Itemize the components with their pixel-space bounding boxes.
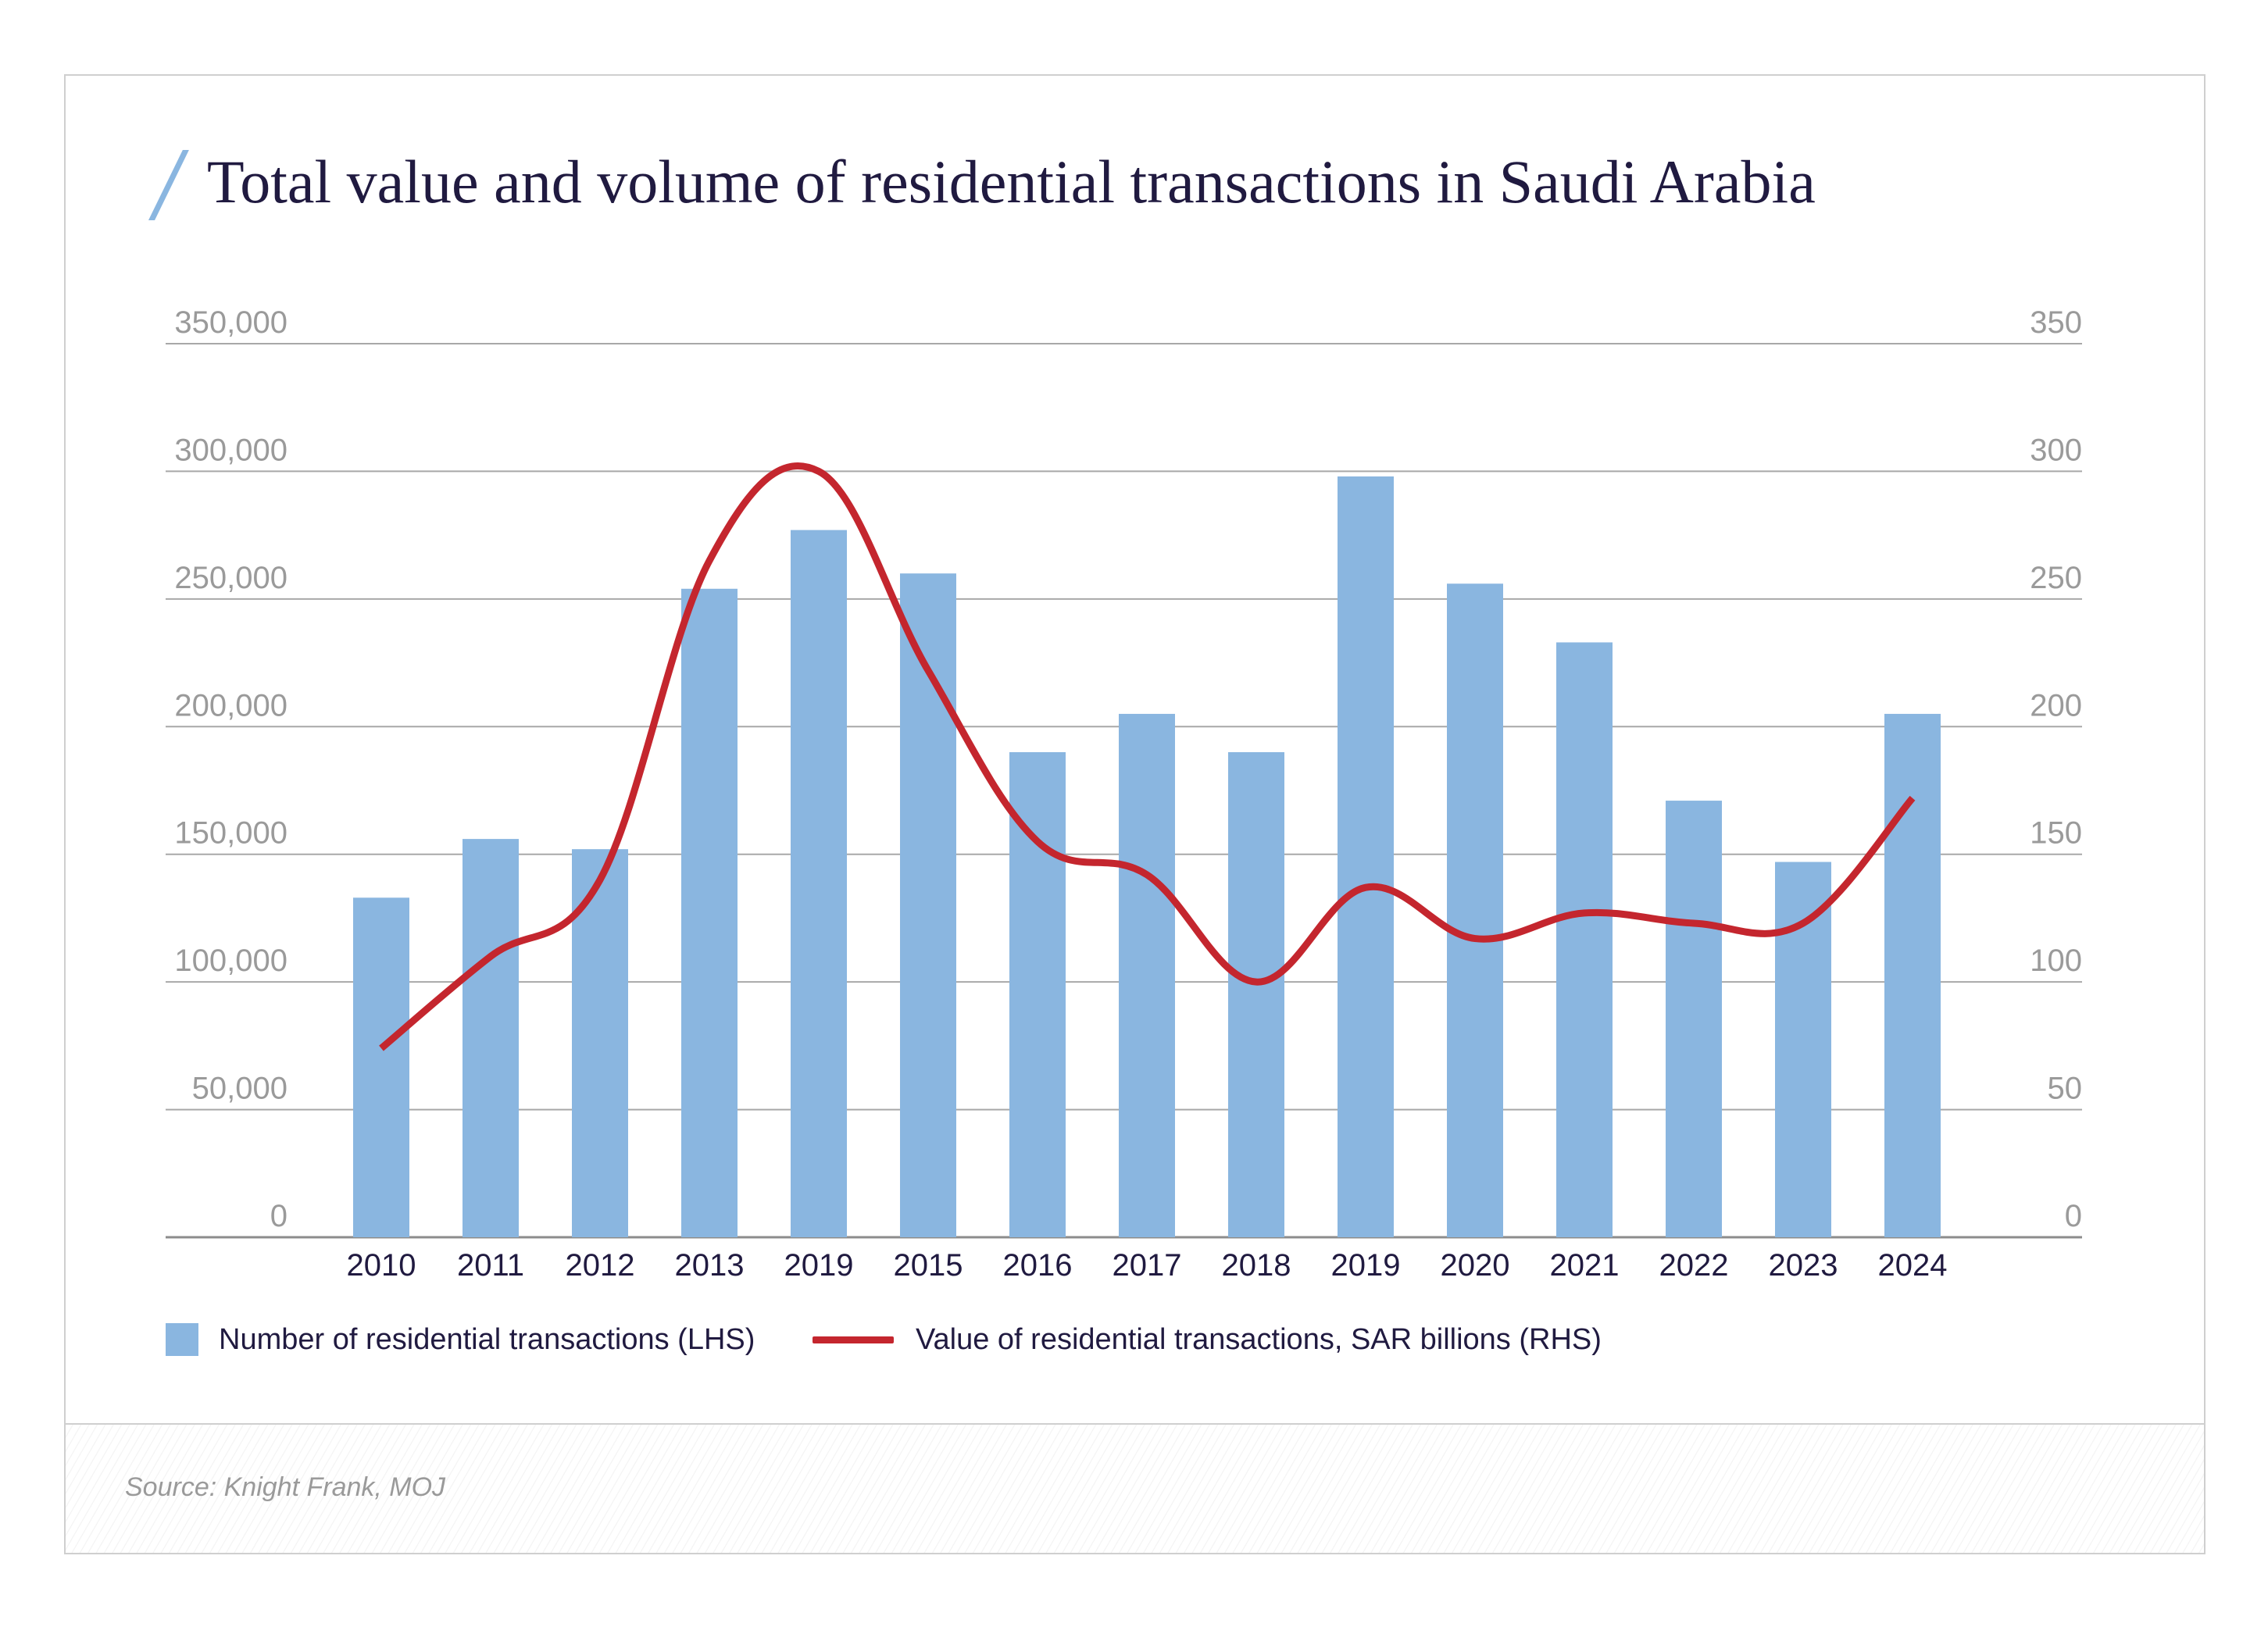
x-tick-label: 2024 bbox=[1878, 1248, 1948, 1283]
bar bbox=[1775, 862, 1831, 1237]
bar bbox=[681, 588, 738, 1237]
x-tick-label: 2019 bbox=[784, 1248, 854, 1283]
bar bbox=[1009, 751, 1066, 1237]
x-tick-label: 2015 bbox=[894, 1248, 963, 1283]
bar bbox=[1119, 713, 1175, 1237]
x-tick-label: 2018 bbox=[1222, 1248, 1291, 1283]
x-tick-label: 2023 bbox=[1769, 1248, 1838, 1283]
x-tick-label: 2017 bbox=[1113, 1248, 1182, 1283]
bar bbox=[1228, 751, 1284, 1237]
y-right-tick-label: 350 bbox=[2030, 305, 2082, 340]
bar bbox=[900, 573, 956, 1237]
x-tick-label: 2021 bbox=[1550, 1248, 1620, 1283]
y-right-tick-label: 100 bbox=[2030, 944, 2082, 978]
bar bbox=[1884, 713, 1941, 1237]
y-left-tick-label: 200,000 bbox=[174, 688, 288, 723]
bar bbox=[1666, 801, 1722, 1237]
source-note: Source: Knight Frank, MOJ bbox=[125, 1472, 446, 1502]
bar bbox=[1338, 476, 1394, 1237]
bar bbox=[572, 849, 628, 1237]
y-left-tick-label: 250,000 bbox=[174, 561, 288, 595]
bar bbox=[353, 897, 409, 1237]
legend-label-line: Value of residential transactions, SAR b… bbox=[916, 1322, 1602, 1356]
x-tick-label: 2012 bbox=[566, 1248, 635, 1283]
bar bbox=[1447, 583, 1503, 1237]
x-tick-label: 2013 bbox=[675, 1248, 745, 1283]
footer-band bbox=[66, 1423, 2204, 1553]
x-tick-label: 2022 bbox=[1659, 1248, 1729, 1283]
x-tick-label: 2016 bbox=[1003, 1248, 1073, 1283]
x-tick-label: 2011 bbox=[457, 1248, 524, 1283]
y-right-tick-label: 200 bbox=[2030, 688, 2082, 723]
x-tick-label: 2019 bbox=[1331, 1248, 1401, 1283]
bar bbox=[1556, 642, 1613, 1237]
y-right-tick-label: 50 bbox=[2048, 1072, 2083, 1106]
y-left-tick-label: 50,000 bbox=[192, 1072, 288, 1106]
y-right-tick-label: 0 bbox=[2065, 1199, 2082, 1233]
legend-item-line: Value of residential transactions, SAR b… bbox=[813, 1320, 1602, 1359]
y-right-tick-label: 250 bbox=[2030, 561, 2082, 595]
y-left-tick-label: 150,000 bbox=[174, 816, 288, 851]
bar bbox=[791, 530, 847, 1237]
y-left-tick-label: 350,000 bbox=[174, 305, 288, 340]
legend-line-swatch bbox=[813, 1336, 894, 1343]
y-left-tick-label: 300,000 bbox=[174, 433, 288, 467]
legend-bar-swatch bbox=[166, 1323, 198, 1356]
x-tick-label: 2010 bbox=[347, 1248, 416, 1283]
y-right-tick-label: 150 bbox=[2030, 816, 2082, 851]
x-tick-label: 2020 bbox=[1441, 1248, 1510, 1283]
legend-item-bars: Number of residential transactions (LHS) bbox=[166, 1320, 755, 1359]
chart-title: Total value and volume of residential tr… bbox=[207, 148, 1816, 216]
y-right-tick-label: 300 bbox=[2030, 433, 2082, 467]
y-left-tick-label: 100,000 bbox=[174, 944, 288, 978]
bar bbox=[463, 839, 519, 1237]
y-left-tick-label: 0 bbox=[270, 1199, 288, 1233]
legend-label-bars: Number of residential transactions (LHS) bbox=[219, 1322, 755, 1356]
value-line-series bbox=[379, 462, 1916, 1051]
